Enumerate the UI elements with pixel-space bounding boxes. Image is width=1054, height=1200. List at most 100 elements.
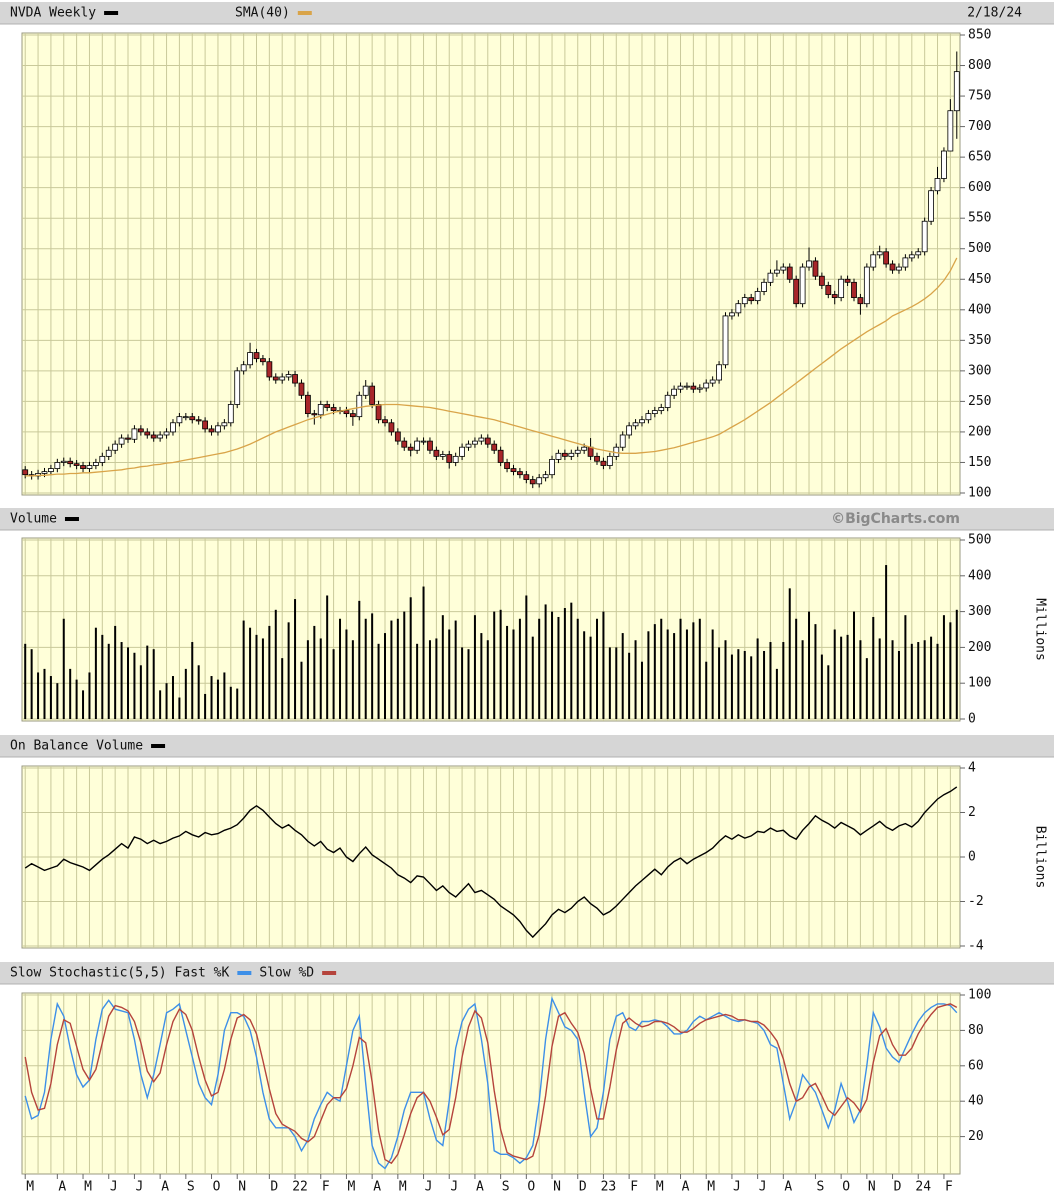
volume-bar	[216, 679, 219, 719]
volume-bar	[756, 638, 759, 719]
volume-bar	[634, 640, 637, 719]
candle-body	[696, 387, 703, 390]
legend-label: On Balance Volume	[10, 739, 143, 754]
x-tick-label: J	[136, 1180, 144, 1195]
x-tick-label: M	[399, 1180, 407, 1195]
volume-bar	[640, 661, 643, 719]
candle-body	[741, 297, 748, 305]
candle-body	[703, 382, 710, 389]
candle-body	[793, 278, 800, 305]
volume-bar	[435, 638, 438, 719]
candle-body	[227, 404, 234, 424]
volume-bar	[531, 636, 534, 719]
volume-bar	[473, 615, 476, 719]
y-tick-label: 300	[968, 604, 991, 619]
candle-body	[343, 410, 350, 415]
y-tick-label: 600	[968, 180, 991, 195]
y-axis-label: Billions	[1033, 826, 1048, 889]
legend-swatch	[104, 11, 119, 15]
candle-body	[934, 178, 941, 192]
volume-bar	[615, 647, 618, 719]
volume-bar	[268, 625, 271, 719]
candle-body	[311, 413, 318, 416]
x-tick-label: O	[527, 1180, 535, 1195]
volume-bar	[159, 690, 162, 719]
y-tick-label: 100	[968, 676, 991, 691]
volume-bar	[814, 624, 817, 719]
candle-body	[883, 251, 890, 265]
volume-bar	[69, 668, 72, 719]
candle-body	[651, 410, 658, 415]
candle-body	[587, 446, 594, 457]
candle-body	[54, 462, 61, 469]
volume-bar	[891, 640, 894, 719]
candle-body	[748, 297, 755, 302]
volume-bar	[525, 595, 528, 719]
volume-bar	[949, 622, 952, 719]
candle-body	[555, 452, 562, 460]
candle-body	[234, 370, 241, 405]
x-tick-label: A	[784, 1180, 792, 1195]
x-tick-label: S	[817, 1180, 825, 1195]
plot-area	[21, 537, 961, 722]
legend-swatch	[237, 971, 252, 975]
volume-bar	[49, 676, 52, 719]
candle-body	[420, 440, 427, 443]
candle-body	[594, 455, 600, 462]
y-tick-label: 500	[968, 533, 991, 548]
volume-bar	[653, 624, 656, 719]
candle-body	[253, 352, 260, 360]
y-tick-label: 4	[968, 761, 976, 776]
candle-body	[754, 291, 761, 302]
volume-bar	[24, 643, 27, 719]
candle-body	[150, 434, 157, 439]
candle-body	[394, 431, 401, 442]
candle-body	[369, 385, 376, 405]
volume-bar	[88, 672, 91, 719]
legend-label: NVDA Weekly	[10, 6, 96, 21]
volume-bar	[673, 633, 676, 719]
candle-body	[80, 465, 86, 469]
volume-bar	[743, 650, 746, 719]
candle-body	[632, 422, 639, 427]
candle-body	[407, 446, 414, 451]
x-tick-label: A	[682, 1180, 690, 1195]
x-tick-label: M	[656, 1180, 664, 1195]
volume-bar	[428, 640, 431, 719]
volume-bar	[43, 668, 46, 719]
x-tick-label: F	[945, 1180, 953, 1195]
volume-bar	[332, 649, 335, 719]
volume-bar	[763, 650, 766, 719]
volume-bar	[255, 634, 258, 719]
x-tick-label: M	[348, 1180, 356, 1195]
x-tick-label: D	[894, 1180, 902, 1195]
y-tick-label: 100	[968, 988, 991, 1003]
candle-body	[247, 352, 253, 366]
volume-bar	[229, 686, 232, 719]
x-tick-label: N	[553, 1180, 561, 1195]
volume-bar	[698, 618, 701, 719]
candle-body	[902, 257, 909, 268]
y-tick-label: 350	[968, 333, 991, 348]
volume-bar	[955, 609, 958, 719]
volume-bar	[326, 595, 329, 719]
candle-body	[105, 449, 112, 457]
y-tick-label: 500	[968, 241, 991, 256]
candle-body	[549, 459, 555, 476]
candle-body	[767, 272, 774, 283]
x-tick-label: J	[425, 1180, 433, 1195]
candle-body	[92, 462, 99, 466]
candle-body	[780, 266, 787, 271]
candle-body	[517, 471, 523, 476]
y-tick-label: 300	[968, 363, 991, 378]
volume-bar	[107, 643, 110, 719]
candle-body	[953, 71, 960, 112]
candle-body	[536, 477, 543, 485]
volume-bar	[480, 633, 483, 719]
volume-bar	[910, 643, 913, 719]
plot-area	[21, 992, 961, 1175]
candle-body	[619, 434, 626, 448]
x-tick-label: F	[630, 1180, 638, 1195]
y-tick-label: 400	[968, 568, 991, 583]
